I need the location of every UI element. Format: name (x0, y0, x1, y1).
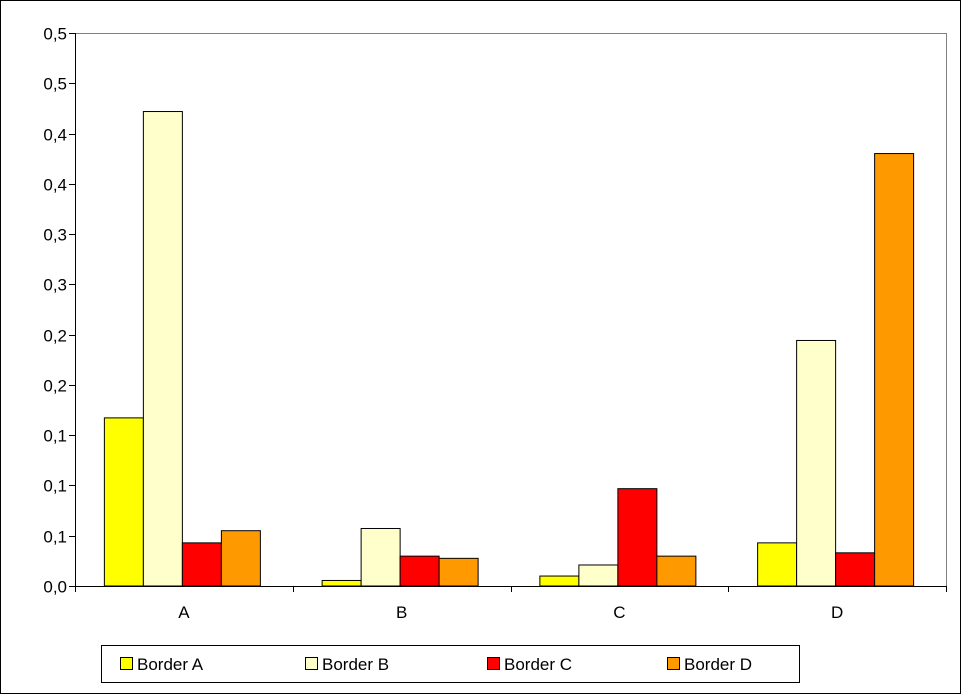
bar-border-a-a (103, 417, 144, 587)
y-tick-label: 0,3 (43, 276, 67, 295)
x-tick-label: A (178, 603, 190, 622)
y-axis: 0,0 0,1 0,1 0,1 0,2 0,2 0,3 0,3 0,4 0,4 0,5 0,5 (43, 25, 76, 597)
bar-border-c-a (181, 542, 222, 587)
bar-border-d-b (438, 557, 479, 587)
y-tick-label: 0,2 (43, 377, 67, 396)
legend-label-border-b: Border B (322, 655, 389, 674)
bar-border-d-d (874, 153, 915, 587)
legend-label-border-a: Border A (137, 655, 204, 674)
y-tick-label: 0,4 (43, 176, 67, 195)
bar-border-b-d (796, 339, 837, 587)
legend-swatch-border-a (120, 657, 133, 670)
y-tick-label: 0,4 (43, 126, 67, 145)
y-tick-label: 0,1 (43, 528, 67, 547)
legend-swatch-border-b (305, 657, 318, 670)
bar-border-b-a (142, 111, 183, 587)
legend-swatch-border-c (487, 657, 500, 670)
y-tick-label: 0,1 (43, 427, 67, 446)
legend-label-border-c: Border C (504, 655, 572, 674)
y-tick-label: 0,5 (43, 25, 67, 44)
y-tick-label: 0,2 (43, 327, 67, 346)
y-tick-label: 0,1 (43, 477, 67, 496)
bar-border-a-b (321, 579, 362, 587)
bar-border-a-d (757, 542, 798, 587)
y-tick-label: 0,5 (43, 75, 67, 94)
legend-box (101, 645, 800, 683)
legend: Border A Border B Border C Border D (101, 645, 800, 683)
bar-border-a-c (539, 575, 580, 587)
y-tick-label: 0,3 (43, 226, 67, 245)
bar-border-c-d (835, 552, 876, 587)
x-tick-label: D (831, 603, 843, 622)
x-tick-label: B (396, 603, 407, 622)
bars-group (103, 111, 915, 587)
bar-border-d-a (220, 530, 261, 587)
legend-label-border-d: Border D (684, 655, 752, 674)
bar-border-d-c (656, 555, 697, 587)
bar-border-b-c (578, 564, 619, 587)
legend-swatch-border-d (667, 657, 680, 670)
x-tick-label: C (613, 603, 625, 622)
bar-border-c-b (399, 555, 440, 587)
bar-border-c-c (617, 488, 658, 587)
y-tick-label: 0,0 (43, 578, 67, 597)
bar-border-b-b (360, 527, 401, 587)
